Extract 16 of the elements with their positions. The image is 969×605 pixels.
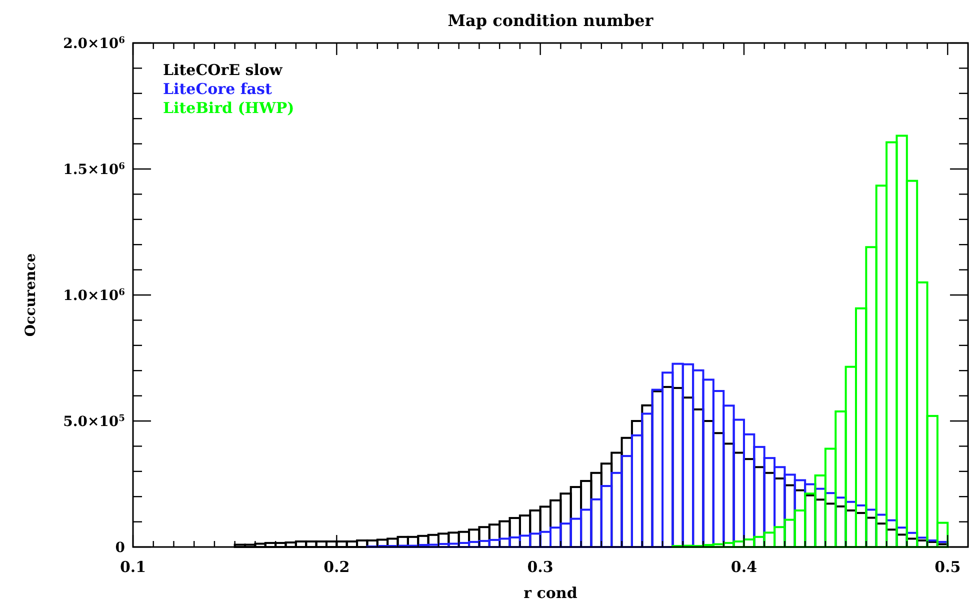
- chart-title: Map condition number: [448, 11, 654, 30]
- y-tick-label: 5.0×10$^{5}$: [63, 412, 125, 430]
- x-tick-label: 0.1: [120, 558, 146, 576]
- x-tick-label: 0.5: [934, 558, 961, 576]
- y-tick-label: 1.0×10$^{6}$: [63, 286, 125, 304]
- y-tick-label: 1.5×10$^{6}$: [63, 160, 125, 178]
- x-axis-title: r cond: [524, 584, 578, 602]
- x-tick-label: 0.3: [527, 558, 554, 576]
- y-tick-label: 0: [115, 540, 126, 556]
- x-tick-label: 0.2: [324, 558, 350, 576]
- x-tick-label: 0.4: [730, 558, 758, 576]
- y-tick-label: 2.0×10$^{6}$: [63, 34, 125, 52]
- text: LiteCore fast: [163, 80, 272, 98]
- legend-label: LiteCOrE slow: [163, 61, 284, 79]
- y-axis-title: Occurence: [23, 253, 39, 337]
- text: LiteBird (HWP): [163, 99, 294, 117]
